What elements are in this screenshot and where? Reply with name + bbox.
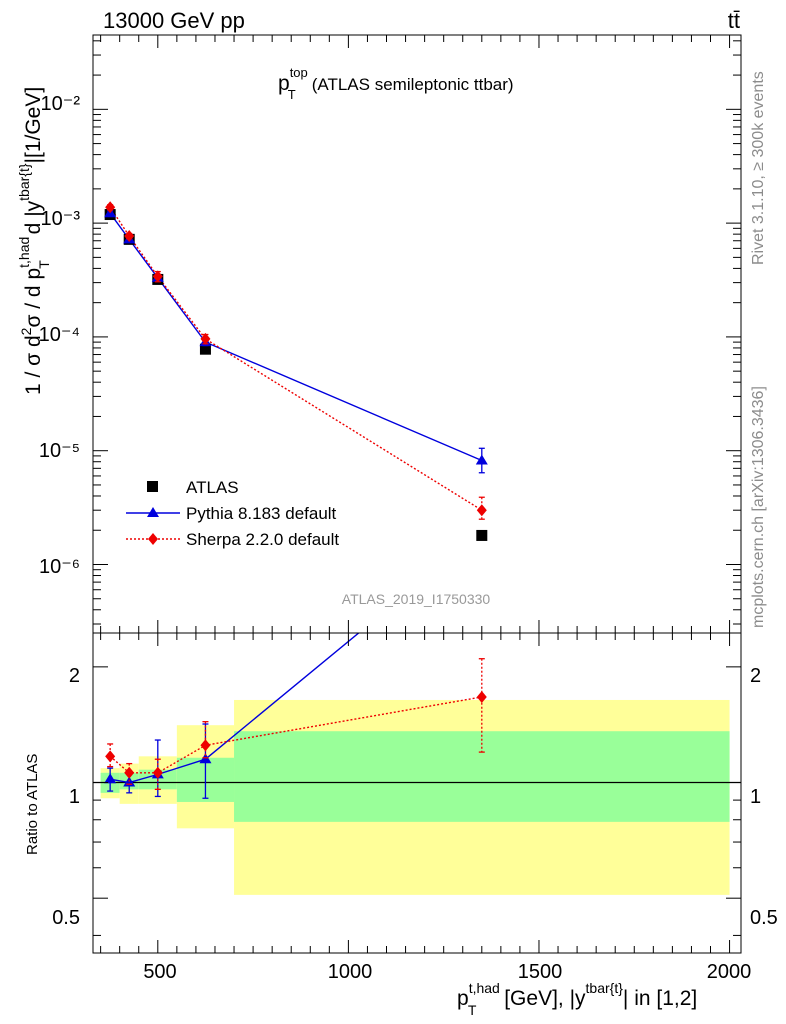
header-process-label: tt̄	[728, 8, 740, 33]
legend-sherpa-marker	[148, 533, 158, 545]
main-ytick-label-1e-2: 10⁻²	[41, 93, 81, 115]
header-energy-label: 13000 GeV pp	[103, 8, 245, 33]
analysis-id-label: ATLAS_2019_I1750330	[342, 591, 491, 607]
legend: ATLAS Pythia 8.183 default Sherpa 2.2.0 …	[126, 478, 339, 549]
main-plot-title: ptop T(ATLAS semileptonic ttbar)	[278, 65, 514, 102]
main-ytick-label-1e-3: 10⁻³	[41, 208, 81, 230]
xtick-label-1000: 1000	[328, 961, 373, 983]
ratio-point-sherpa	[200, 739, 211, 752]
rivet-version-label: Rivet 3.1.10, ≥ 300k events	[750, 71, 767, 265]
xtick-label-1500: 1500	[518, 961, 563, 983]
xtick-label-500: 500	[143, 961, 176, 983]
ratio-axis-ticks	[93, 633, 741, 953]
main-point-sherpa	[124, 230, 135, 243]
ratio-series-marks	[104, 658, 487, 799]
main-series-lines	[109, 206, 483, 511]
ratio-point-pythia	[104, 773, 117, 784]
main-ytick-label-1e-4: 10⁻⁴	[39, 324, 80, 346]
main-point-pythia	[475, 454, 488, 465]
ratio-ytick-label-0.5-right: 0.5	[750, 907, 778, 929]
ratio-point-sherpa	[105, 750, 116, 763]
main-axis-ticks	[93, 35, 741, 633]
ratio-ytick-label-1-right: 1	[750, 786, 761, 808]
x-axis-title: pt,had T [GeV], |ytbar{t}| in [1,2]	[457, 980, 697, 1018]
ratio-uncertainty-bands	[100, 699, 730, 895]
xtick-label-2000: 2000	[707, 961, 752, 983]
main-point-atlas	[476, 529, 488, 541]
ratio-ytick-label-2-right: 2	[750, 665, 761, 687]
ratio-stat-uncertainty-band	[234, 731, 730, 822]
ratio-y-axis-title: Ratio to ATLAS	[24, 754, 41, 855]
ratio-ytick-label-2: 2	[69, 665, 80, 687]
legend-atlas-marker	[147, 481, 158, 492]
main-y-axis-title: 1 / σ d2σ / d pt,had T d |ytbar{t}|[1/GeV…	[16, 87, 52, 395]
main-point-sherpa	[105, 201, 116, 214]
main-series-marks	[104, 201, 488, 541]
main-line-sherpa	[109, 206, 483, 511]
main-ytick-label-1e-6: 10⁻⁶	[39, 556, 80, 578]
main-point-sherpa	[152, 270, 163, 283]
main-point-sherpa	[200, 332, 211, 345]
main-line-pythia	[109, 212, 483, 462]
ratio-ytick-label-0.5: 0.5	[52, 907, 80, 929]
mcplots-reference-label: mcplots.cern.ch [arXiv:1306.3436]	[750, 386, 767, 628]
legend-atlas-label: ATLAS	[186, 478, 239, 497]
main-ytick-label-1e-5: 10⁻⁵	[39, 440, 80, 462]
ratio-panel: 0.5 1 2 0.5 1 2 Ratio to ATLAS 500 1000 …	[24, 632, 778, 1018]
legend-pythia-label: Pythia 8.183 default	[186, 504, 337, 523]
legend-pythia-marker	[147, 507, 159, 517]
main-point-atlas	[199, 343, 211, 355]
ratio-point-sherpa	[476, 690, 487, 703]
ratio-ytick-label-1: 1	[69, 786, 80, 808]
ratio-point-sherpa	[124, 766, 135, 779]
main-panel: 10⁻⁶ 10⁻⁵ 10⁻⁴ 10⁻³ 10⁻² 1 / σ d2σ / d p…	[16, 34, 742, 634]
main-point-sherpa	[476, 504, 487, 517]
ratio-plot-frame	[92, 632, 742, 954]
legend-sherpa-label: Sherpa 2.2.0 default	[186, 530, 339, 549]
ratio-point-sherpa	[152, 766, 163, 779]
